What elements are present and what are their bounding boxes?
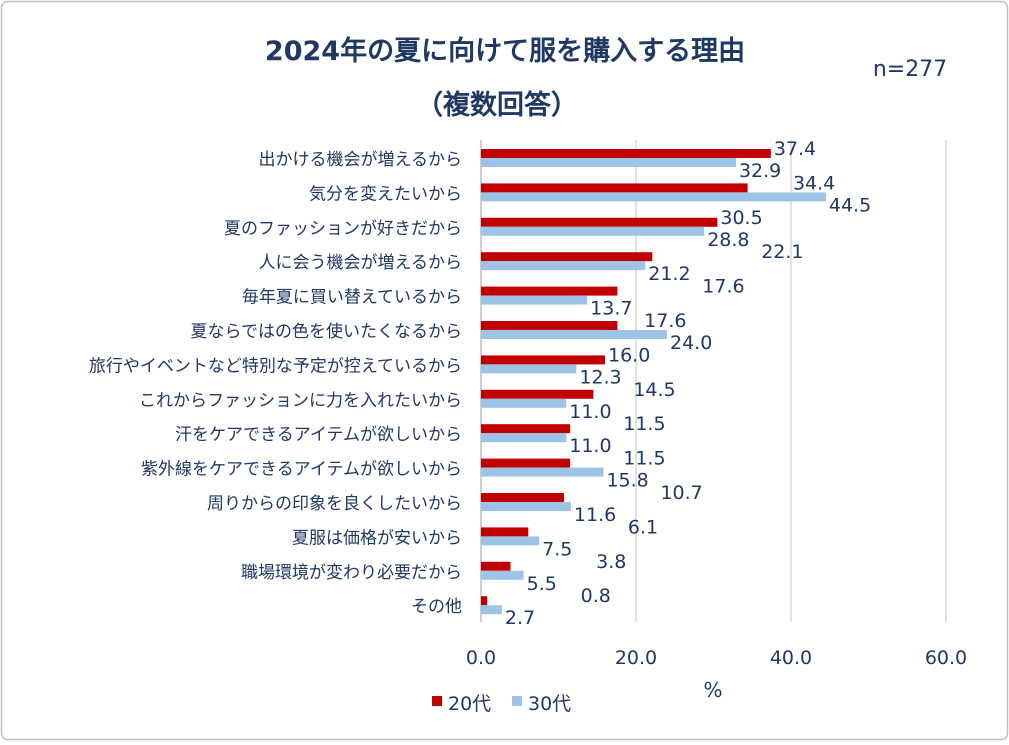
bar-30s [481, 261, 646, 271]
chart-subtitle: （複数回答） [416, 89, 578, 121]
bar-20s [481, 527, 529, 537]
bar-20s [481, 321, 618, 330]
category-label: 毎年夏に買い替えているから [242, 288, 462, 308]
category-label: 夏ならではの色を使いたくなるから [191, 321, 463, 342]
data-label-20s: 11.5 [623, 448, 665, 470]
legend-swatch-20s [432, 696, 442, 706]
bar-30s [481, 295, 588, 305]
x-tick-label: 40.0 [770, 647, 812, 669]
data-label-30s: 7.5 [542, 538, 572, 560]
data-label-20s: 3.8 [596, 551, 626, 573]
data-label-20s: 11.5 [623, 413, 665, 435]
data-label-30s: 11.6 [574, 504, 616, 526]
sample-size: n=277 [873, 57, 947, 82]
category-label: これからファッションに力を入れたいから [139, 391, 462, 411]
data-label-20s: 16.0 [608, 344, 650, 366]
data-label-20s: 37.4 [774, 138, 816, 160]
category-label: 人に会う機会が増えるから [259, 253, 463, 273]
data-label-20s: 10.7 [660, 482, 702, 504]
bar-30s [481, 536, 540, 546]
bar-20s [481, 355, 605, 365]
data-label-30s: 24.0 [670, 332, 712, 354]
bar-30s [481, 158, 736, 167]
bar-20s [481, 493, 564, 502]
data-label-30s: 2.7 [505, 607, 535, 629]
bar-30s [481, 433, 567, 443]
data-label-30s: 21.2 [648, 263, 690, 285]
category-label: 職場環境が変わり必要だから [241, 563, 462, 583]
bar-30s [481, 364, 577, 374]
category-label: 気分を変えたいから [309, 184, 462, 204]
bar-20s [481, 217, 718, 227]
bar-20s [481, 596, 488, 606]
bar-20s [481, 389, 594, 399]
data-label-30s: 44.5 [829, 194, 871, 216]
legend-label-30s: 30代 [528, 693, 571, 715]
data-label-20s: 17.6 [702, 276, 744, 298]
data-label-30s: 11.0 [569, 401, 611, 423]
category-label: 汗をケアできるアイテムが欲しいから [175, 425, 462, 445]
data-label-20s: 17.6 [644, 310, 686, 332]
category-label: 周りからの印象を良くしたいから [207, 494, 462, 514]
category-label: その他 [411, 597, 462, 617]
category-label: 旅行やイベントなど特別な予定が控えているから [89, 356, 462, 376]
data-label-20s: 0.8 [581, 585, 611, 607]
category-label: 夏服は価格が安いから [292, 528, 462, 548]
legend-swatch-30s [512, 696, 522, 706]
bar-20s [481, 183, 748, 193]
bar-20s [481, 458, 571, 468]
data-label-30s: 11.0 [569, 435, 611, 457]
legend: 20代 30代 [432, 693, 571, 715]
bar-30s [481, 330, 667, 339]
data-label-30s: 5.5 [527, 573, 557, 595]
x-axis-label: % [703, 678, 722, 702]
bar-30s [481, 226, 705, 236]
data-label-20s: 34.4 [793, 172, 835, 194]
data-label-20s: 14.5 [633, 379, 675, 401]
legend-label-20s: 20代 [448, 693, 491, 715]
bar-20s [481, 149, 771, 158]
bar-30s [481, 502, 571, 511]
data-label-30s: 13.7 [590, 298, 632, 320]
bar-30s [481, 570, 524, 580]
data-label-20s: 22.1 [761, 241, 803, 263]
data-label-30s: 12.3 [579, 366, 621, 388]
category-label: 紫外線をケアできるアイテムが欲しいから [141, 460, 462, 480]
chart-title: 2024年の夏に向けて服を購入する理由 [265, 35, 745, 67]
bar-30s [481, 605, 502, 615]
data-label-30s: 15.8 [606, 470, 648, 492]
data-label-20s: 30.5 [720, 207, 762, 229]
bar-20s [481, 252, 653, 262]
x-tick-label: 0.0 [466, 647, 496, 669]
category-label: 出かける機会が増えるから [259, 150, 463, 170]
data-label-20s: 6.1 [628, 516, 658, 538]
bar-20s [481, 561, 511, 571]
bar-30s [481, 467, 604, 477]
bar-30s [481, 398, 567, 408]
x-tick-label: 20.0 [615, 647, 657, 669]
data-label-30s: 32.9 [739, 160, 781, 182]
category-label: 夏のファッションが好きだから [224, 219, 462, 239]
data-label-30s: 28.8 [707, 229, 749, 251]
bar-20s [481, 286, 618, 296]
bar-20s [481, 424, 571, 434]
bar-30s [481, 192, 826, 202]
x-tick-label: 60.0 [925, 647, 967, 669]
